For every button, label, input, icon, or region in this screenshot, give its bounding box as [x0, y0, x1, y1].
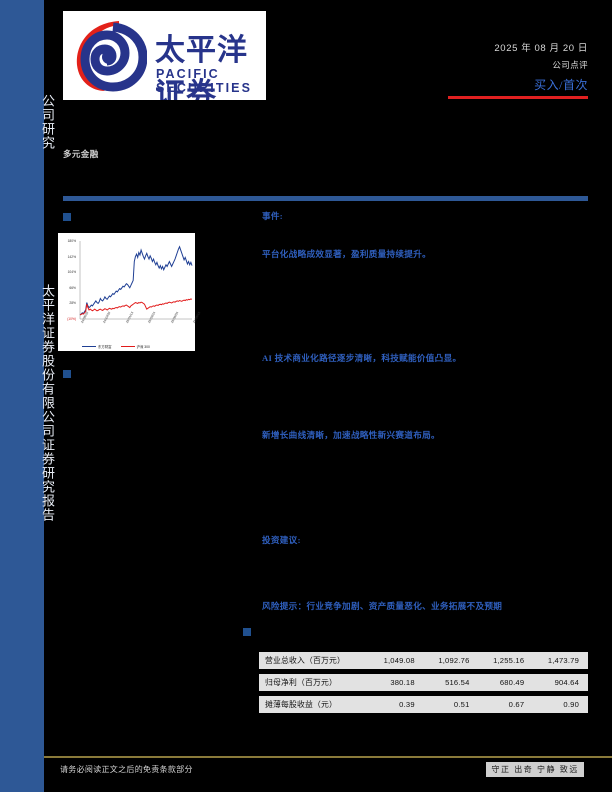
report-header: 2025 年 08 月 20 日 公司点评 买入/首次: [328, 40, 588, 93]
financial-summary-table: 营业总收入（百万元） 1,049.08 1,092.76 1,255.16 1,473.…: [259, 652, 588, 718]
chart-legend-item: 沪深 300: [120, 344, 150, 349]
heading-event: 事件:: [262, 211, 283, 221]
chart-legend-label: 东方财富: [98, 345, 112, 349]
heading-point-3: 新增长曲线清晰，加速战略性新兴赛道布局。: [262, 430, 440, 440]
chart-legend-swatch: [120, 345, 135, 348]
heading-point-1: 平台化战略成效显著，盈利质量持续提升。: [262, 249, 431, 259]
table-cell: 904.64: [554, 678, 579, 687]
chart-plot: [79, 241, 193, 320]
table-row: 营业总收入（百万元） 1,049.08 1,092.76 1,255.16 1,473.…: [259, 652, 588, 669]
table-cell: 680.49: [499, 678, 525, 687]
stock-performance-chart: 180% 142% 104% 66% 28% (10%) 24/08/20 24/10/30 2…: [58, 233, 201, 351]
table-cell: 516.54: [445, 678, 470, 687]
chart-y-tick: 66%: [69, 285, 76, 290]
table-cell: 1,255.16: [493, 656, 525, 665]
table-row-label: 归母净利（百万元）: [265, 678, 337, 687]
section-bullet-table: [243, 628, 251, 636]
table-cell: 0.39: [399, 700, 415, 709]
table-row-label: 营业总收入（百万元）: [265, 656, 345, 665]
section-bullet-info: [63, 370, 71, 378]
table-row: 摊薄每股收益（元） 0.39 0.51 0.67 0.90: [259, 696, 588, 713]
left-sidebar: [0, 0, 44, 792]
chart-legend-label: 沪深 300: [136, 345, 150, 349]
logo-mark-icon: [76, 21, 147, 92]
chart-y-tick: 180%: [67, 239, 76, 243]
table-row-label: 摊薄每股收益（元）: [265, 700, 337, 709]
table-cell: 0.67: [508, 700, 525, 709]
heading-risk-warning: 风险提示：行业竞争加剧、资产质量恶化、业务拓展不及预期: [262, 601, 503, 611]
rating-underline: [448, 96, 588, 99]
footer-motto: 守正 出奇 宁静 致远: [486, 762, 584, 777]
table-row: 归母净利（百万元） 380.18 516.54 680.49 904.64: [259, 674, 588, 691]
footer-disclaimer: 请务必阅读正文之后的免责条款部分: [60, 765, 193, 774]
table-cell: 1,473.79: [547, 656, 579, 665]
sidebar-label-firm-research-report: 太平洋证券股份有限公司证券研究报告: [40, 284, 55, 522]
chart-y-tick: (10%): [67, 317, 76, 321]
table-cell: 0.90: [563, 700, 579, 709]
report-type: 公司点评: [552, 60, 588, 70]
chart-y-tick: 142%: [67, 254, 76, 259]
report-date: 2025 年 08 月 20 日: [494, 43, 588, 54]
sidebar-label-company-research: 公司研究: [40, 94, 55, 150]
section-bullet-chart: [63, 213, 71, 221]
table-cell: 0.51: [453, 700, 470, 709]
table-cell: 1,092.76: [438, 656, 470, 665]
chart-series-line: [79, 245, 193, 316]
footer-divider: [44, 756, 612, 758]
chart-y-tick: 104%: [67, 270, 76, 275]
table-cell: 1,049.08: [383, 656, 415, 665]
chart-legend-item: 东方财富: [82, 344, 112, 349]
chart-y-tick: 28%: [69, 301, 76, 306]
table-cell: 380.18: [390, 678, 415, 687]
logo-english-name: PACIFIC SECURITIES: [156, 67, 253, 95]
heading-advice: 投资建议:: [262, 535, 301, 545]
pacific-securities-logo: 太平洋证券 PACIFIC SECURITIES: [63, 11, 266, 100]
logo-chinese-name: 太平洋证券: [155, 33, 248, 100]
sector-label: 多元金融: [63, 149, 99, 159]
chart-legend-swatch: [82, 345, 96, 348]
chart-series-line: [79, 298, 193, 316]
rating-badge: 买入/首次: [534, 78, 588, 92]
chart-legend: 东方财富 沪深 300: [82, 344, 194, 349]
heading-point-2: AI 技术商业化路径逐步清晰，科技赋能价值凸显。: [262, 353, 462, 363]
header-divider: [63, 196, 588, 201]
